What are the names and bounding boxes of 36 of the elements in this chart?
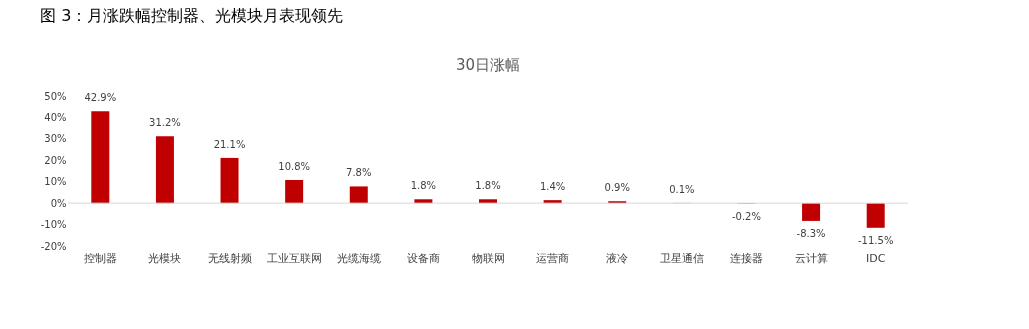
y-tick-label: 20% xyxy=(44,154,67,166)
data-label: -11.5% xyxy=(858,234,894,246)
data-label: 10.8% xyxy=(278,161,311,172)
y-tick-label: -20% xyxy=(40,240,67,252)
data-label: 1.4% xyxy=(539,181,566,193)
x-tick-label: 运营商 xyxy=(536,251,570,265)
y-tick-label: 30% xyxy=(44,133,67,145)
data-label: 21.1% xyxy=(213,138,246,150)
x-tick-label: 液冷 xyxy=(606,251,629,265)
y-tick-label: 10% xyxy=(44,176,67,188)
data-label: 0.9% xyxy=(604,182,630,194)
chart-title: 图 3：月涨跌幅控制器、光模块月表现领先 xyxy=(40,6,344,25)
data-label: 31.2% xyxy=(149,117,181,129)
data-label: -8.3% xyxy=(796,227,826,239)
data-label: -0.2% xyxy=(731,210,761,222)
data-label: 1.8% xyxy=(475,180,501,192)
x-tick-label: 卫星通信 xyxy=(659,251,704,265)
x-tick-label: 设备商 xyxy=(406,251,440,265)
data-label: 1.8% xyxy=(410,180,437,192)
y-tick-label: 50% xyxy=(44,90,67,102)
chart-subtitle: 30日涨幅 xyxy=(455,56,521,74)
y-tick-label: -10% xyxy=(40,219,67,231)
y-tick-label: 40% xyxy=(44,111,67,123)
x-tick-label: 光缆海缆 xyxy=(336,251,381,265)
x-tick-label: IDC xyxy=(865,251,886,265)
x-tick-label: 工业互联网 xyxy=(266,251,322,265)
x-tick-label: 云计算 xyxy=(794,251,828,265)
y-tick-label: 0% xyxy=(50,197,67,209)
data-label: 0.1% xyxy=(669,183,695,195)
x-tick-label: 光模块 xyxy=(148,251,182,265)
data-label: 42.9% xyxy=(84,92,117,104)
x-tick-label: 物联网 xyxy=(471,251,505,265)
x-tick-label: 无线射频 xyxy=(207,251,252,265)
x-tick-label: 控制器 xyxy=(83,251,117,265)
data-label: 7.8% xyxy=(346,167,372,179)
x-tick-label: 连接器 xyxy=(729,251,763,265)
